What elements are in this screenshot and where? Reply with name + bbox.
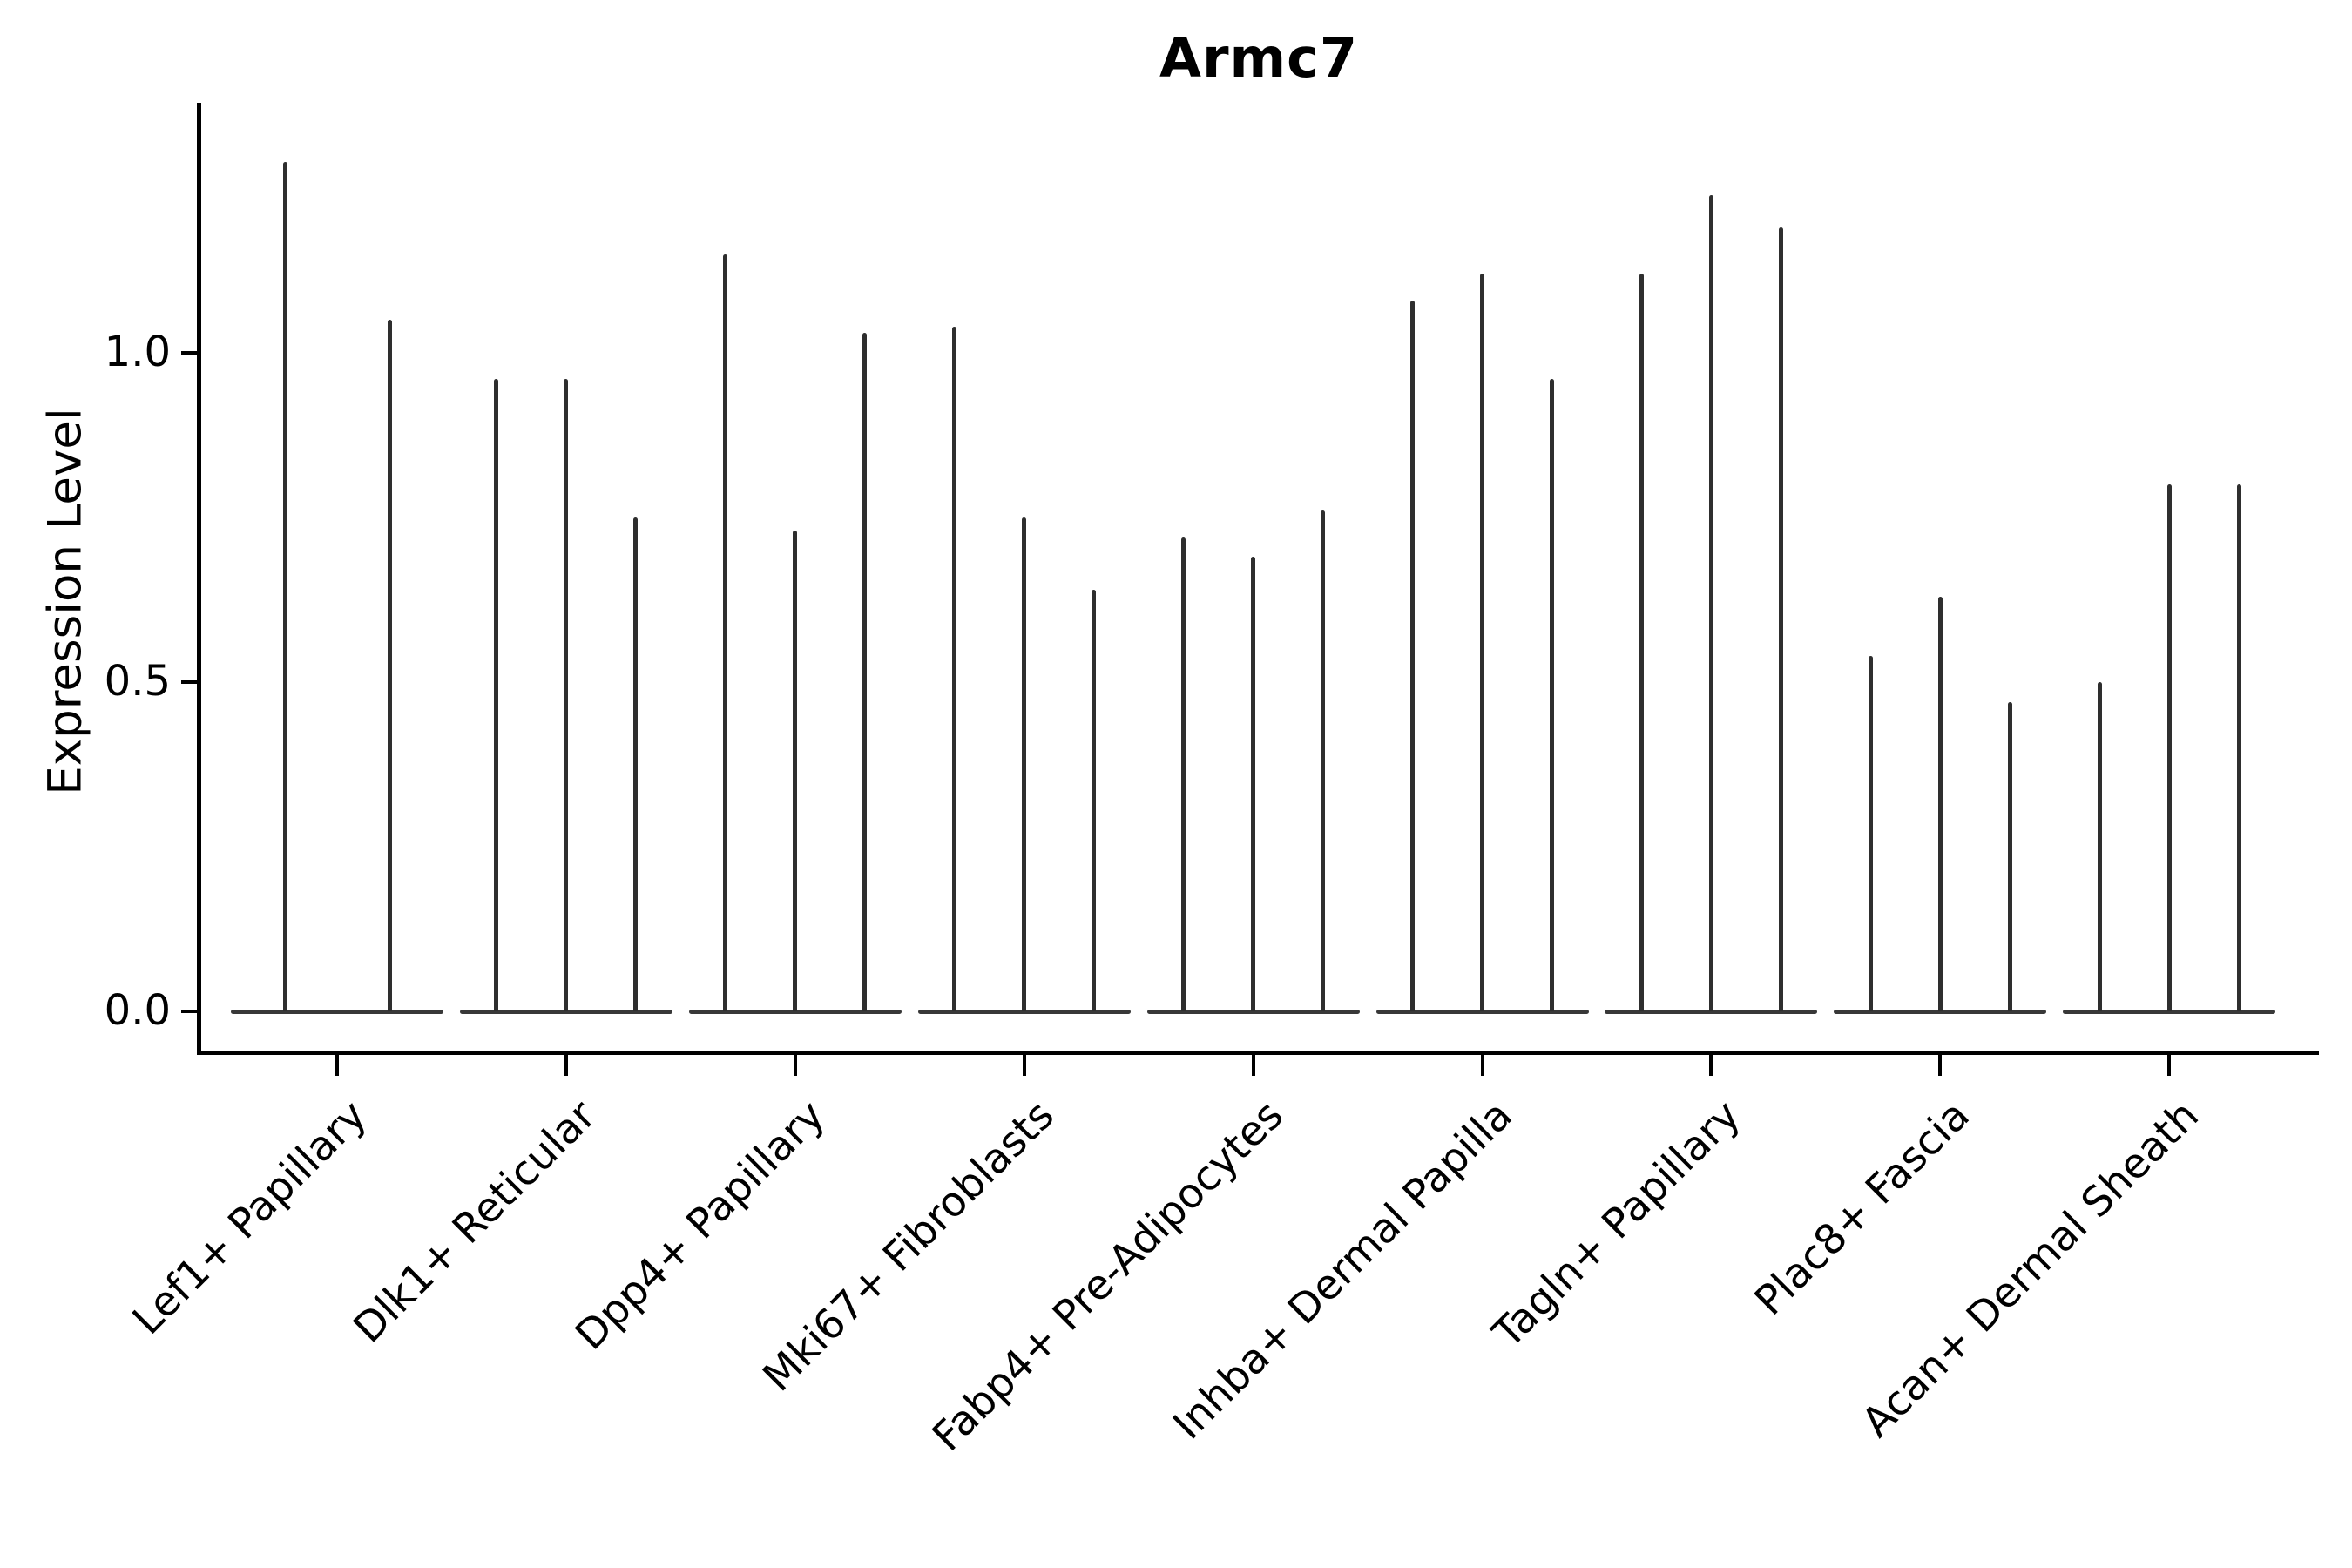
violin-spike bbox=[1181, 537, 1186, 1011]
x-tick-mark bbox=[1251, 1055, 1255, 1076]
x-tick-label: Inhba+ Dermal Papilla bbox=[1163, 1091, 1522, 1450]
violin-spike bbox=[2097, 682, 2102, 1011]
violin-spike bbox=[387, 320, 392, 1011]
violin-spike bbox=[2007, 701, 2012, 1011]
violin-spike bbox=[633, 517, 639, 1011]
violin-base bbox=[1834, 1009, 2047, 1014]
x-tick-label: Fabp4+ Pre-Adipocytes bbox=[923, 1091, 1293, 1461]
violin-base bbox=[2063, 1009, 2276, 1014]
violin-base bbox=[231, 1009, 443, 1014]
x-tick-label: Dpp4+ Papillary bbox=[565, 1091, 835, 1360]
violin-spike bbox=[1251, 557, 1256, 1011]
violin-spike bbox=[1550, 379, 1554, 1011]
violin-base bbox=[459, 1009, 672, 1014]
violin-base bbox=[1605, 1009, 1818, 1014]
violin-spike bbox=[793, 531, 798, 1011]
violin-spike bbox=[1410, 300, 1415, 1011]
y-tick-label: 0.0 bbox=[104, 986, 171, 1035]
violin-spike bbox=[1708, 194, 1713, 1011]
x-tick-label: Plac8+ Fascia bbox=[1746, 1091, 1980, 1325]
y-tick-mark bbox=[181, 680, 197, 684]
x-tick-mark bbox=[1938, 1055, 1943, 1076]
violin-spike bbox=[2166, 484, 2172, 1011]
x-tick-mark bbox=[793, 1055, 797, 1076]
violin-spike bbox=[1480, 274, 1484, 1011]
x-tick-label: Dlk1+ Reticular bbox=[344, 1091, 605, 1353]
x-tick-mark bbox=[1480, 1055, 1484, 1076]
violin-base bbox=[917, 1009, 1131, 1014]
violin-base bbox=[1375, 1009, 1589, 1014]
x-tick-label: Mki67+ Fibroblasts bbox=[754, 1091, 1064, 1402]
x-tick-mark bbox=[335, 1055, 339, 1076]
violin-spike bbox=[1092, 590, 1097, 1011]
violin-spike bbox=[1321, 510, 1326, 1011]
violin-spike bbox=[2236, 484, 2241, 1011]
violin-spike bbox=[1937, 596, 1943, 1011]
violin-spike bbox=[282, 161, 287, 1011]
y-tick-mark bbox=[181, 1010, 197, 1013]
violin-base bbox=[688, 1009, 902, 1014]
violin-spike bbox=[952, 326, 957, 1011]
x-tick-label: Tagln+ Papillary bbox=[1484, 1091, 1751, 1358]
chart-title: Armc7 bbox=[1159, 26, 1359, 90]
y-tick-label: 1.0 bbox=[104, 328, 171, 376]
y-tick-mark bbox=[181, 351, 197, 355]
violin-spike bbox=[494, 379, 499, 1011]
x-tick-mark bbox=[564, 1055, 568, 1076]
x-axis-spine bbox=[197, 1051, 2319, 1055]
violin-spike bbox=[723, 253, 728, 1011]
violin-spike bbox=[564, 379, 569, 1011]
violin-spike bbox=[1868, 655, 1873, 1011]
x-tick-mark bbox=[1022, 1055, 1026, 1076]
violin-spike bbox=[1639, 274, 1644, 1011]
y-axis-spine bbox=[197, 103, 201, 1055]
x-tick-mark bbox=[2167, 1055, 2172, 1076]
x-tick-label: Acan+ Dermal Sheath bbox=[1853, 1091, 2208, 1447]
y-tick-label: 0.5 bbox=[104, 657, 171, 706]
violin-base bbox=[1146, 1009, 1360, 1014]
violin-spike bbox=[862, 333, 868, 1011]
x-tick-mark bbox=[1709, 1055, 1713, 1076]
violin-spike bbox=[1778, 227, 1783, 1011]
violin-spike bbox=[1022, 517, 1027, 1011]
